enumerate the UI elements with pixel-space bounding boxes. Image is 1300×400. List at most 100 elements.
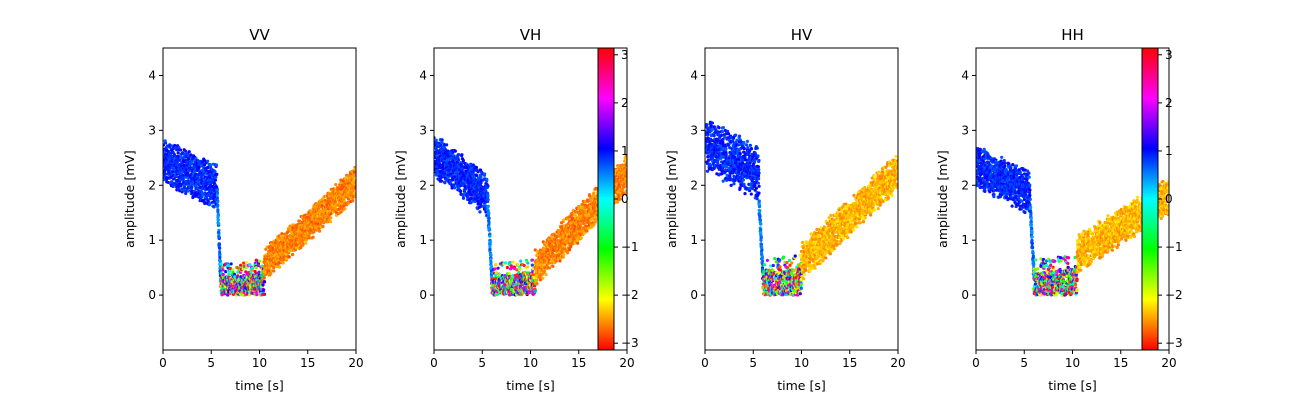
data-point xyxy=(446,152,450,156)
data-point xyxy=(254,266,258,270)
data-point xyxy=(218,266,222,271)
x-tick-label: 5 xyxy=(207,356,215,370)
data-point xyxy=(472,169,476,173)
data-point xyxy=(228,266,233,271)
data-point xyxy=(262,292,266,296)
data-point xyxy=(339,178,343,182)
data-point xyxy=(541,246,546,250)
data-point xyxy=(182,188,186,193)
data-point xyxy=(551,264,555,268)
data-point xyxy=(535,249,540,253)
data-point xyxy=(216,209,220,214)
data-point xyxy=(317,229,322,233)
data-point xyxy=(585,229,589,233)
y-tick-label: 1 xyxy=(148,233,156,247)
data-point xyxy=(299,245,303,250)
data-point xyxy=(215,200,220,204)
data-point xyxy=(213,170,217,174)
data-point xyxy=(287,255,291,259)
data-point xyxy=(221,272,225,277)
data-point xyxy=(486,194,490,198)
data-point xyxy=(461,158,465,163)
data-point xyxy=(562,253,566,257)
data-point xyxy=(255,292,259,297)
data-point xyxy=(262,280,267,284)
data-point xyxy=(586,226,590,230)
data-point xyxy=(280,232,284,236)
data-point xyxy=(272,266,276,270)
data-point xyxy=(184,149,188,153)
scatter-points xyxy=(163,139,356,297)
data-point xyxy=(215,193,219,197)
data-point xyxy=(558,259,562,263)
data-point xyxy=(253,269,257,274)
data-point xyxy=(445,143,449,147)
data-point xyxy=(258,259,262,263)
data-point xyxy=(219,262,223,266)
data-point xyxy=(488,228,492,232)
data-point xyxy=(507,271,511,276)
data-point xyxy=(298,219,302,223)
y-axis-label: amplitude [mV] xyxy=(122,150,137,248)
data-point xyxy=(171,184,175,188)
data-point xyxy=(543,269,547,274)
data-point xyxy=(508,260,512,265)
data-point xyxy=(526,261,530,265)
data-point xyxy=(342,197,346,201)
data-point xyxy=(561,255,565,259)
data-point xyxy=(206,166,210,170)
data-point xyxy=(548,266,552,270)
data-point xyxy=(471,173,476,177)
data-point xyxy=(439,179,444,183)
data-point xyxy=(318,222,323,227)
data-point xyxy=(216,215,220,219)
data-point xyxy=(198,185,202,190)
data-point xyxy=(583,231,587,235)
data-point xyxy=(474,165,479,170)
data-point xyxy=(218,255,222,260)
data-point xyxy=(456,158,461,162)
y-tick-label: 3 xyxy=(148,123,156,137)
data-point xyxy=(187,150,191,154)
data-point xyxy=(486,205,490,209)
data-point xyxy=(474,173,479,178)
data-point xyxy=(215,204,220,208)
data-point xyxy=(278,265,282,269)
data-point xyxy=(186,189,190,193)
data-point xyxy=(214,185,219,189)
data-point xyxy=(311,235,315,239)
data-point xyxy=(304,241,308,245)
data-point xyxy=(290,252,295,257)
data-point xyxy=(505,265,510,270)
data-point xyxy=(489,260,493,265)
data-point xyxy=(460,153,464,157)
data-point xyxy=(213,178,218,182)
data-point xyxy=(353,194,356,198)
data-point xyxy=(488,245,492,249)
data-point xyxy=(494,262,498,267)
y-tick-label: 0 xyxy=(148,288,156,302)
data-point xyxy=(239,263,243,267)
data-point xyxy=(194,172,198,176)
x-tick-label: 0 xyxy=(159,356,167,370)
data-point xyxy=(486,219,491,223)
data-point xyxy=(194,182,199,186)
data-point xyxy=(175,178,179,182)
x-axis-label: time [s] xyxy=(235,378,283,393)
data-point xyxy=(503,261,508,265)
y-tick-label: 2 xyxy=(148,178,156,192)
data-point xyxy=(224,270,228,274)
data-point xyxy=(183,185,187,190)
data-point xyxy=(488,234,492,238)
x-tick-label: 10 xyxy=(252,356,267,370)
data-point xyxy=(329,216,333,220)
data-point xyxy=(165,177,169,181)
data-point xyxy=(215,196,220,200)
data-point xyxy=(214,163,219,167)
data-point xyxy=(227,272,231,276)
data-point xyxy=(178,178,183,182)
data-point xyxy=(301,243,305,247)
data-point xyxy=(440,138,444,142)
data-point xyxy=(452,183,456,187)
